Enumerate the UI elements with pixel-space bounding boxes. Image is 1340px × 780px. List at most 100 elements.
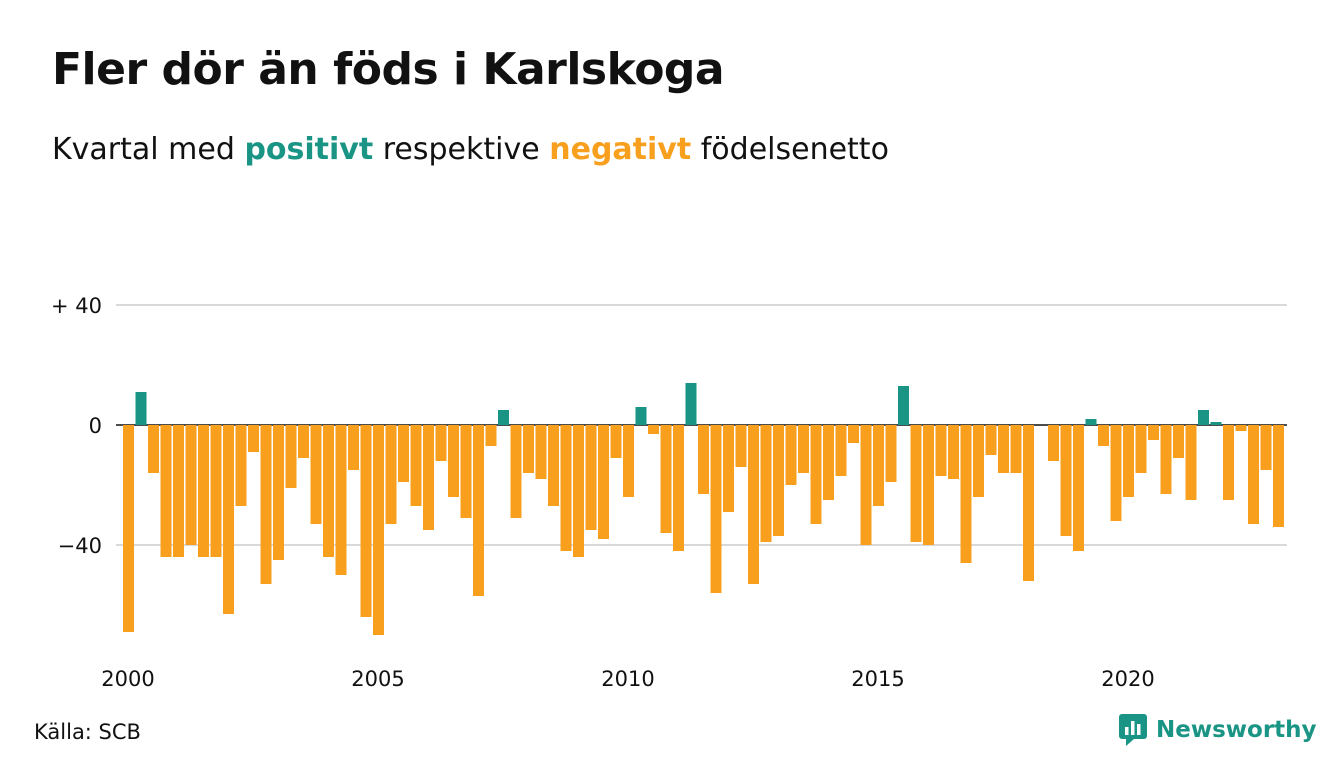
bar-2023K1: [1273, 425, 1284, 527]
bar-2017K4: [1010, 425, 1022, 473]
x-axis-tick-labels: 2000 2005 2010 2015 2020: [101, 667, 1154, 691]
bar-2002K3: [248, 425, 259, 452]
chart-title: Fler dör än föds i Karlskoga: [52, 44, 725, 95]
x-tick-label: 2005: [351, 667, 404, 691]
bar-2017K3: [998, 425, 1009, 473]
bar-2016K1: [923, 425, 934, 545]
bar-2010K1: [623, 425, 634, 497]
y-tick-label: + 40: [51, 294, 102, 318]
bar-2001K3: [198, 425, 209, 557]
subtitle-suffix: födelsenetto: [700, 132, 889, 167]
bar-2011K4: [710, 425, 722, 593]
bar-2009K4: [610, 425, 622, 458]
x-tick-label: 2000: [101, 667, 154, 691]
bar-2004K1: [323, 425, 334, 557]
bar-2018K4: [1060, 425, 1072, 536]
bar-2014K3: [848, 425, 859, 443]
bar-2012K4: [760, 425, 772, 542]
bar-2022K1: [1223, 425, 1234, 500]
bar-2010K2: [635, 407, 647, 425]
bar-2011K1: [673, 425, 684, 551]
bar-2001K4: [210, 425, 222, 557]
bar-2007K3: [498, 410, 509, 425]
bar-2005K4: [410, 425, 422, 506]
bar-2013K1: [773, 425, 784, 536]
bar-2012K1: [723, 425, 734, 512]
bar-2017K2: [985, 425, 997, 455]
bar-2013K2: [785, 425, 797, 485]
bar-2002K4: [260, 425, 272, 584]
subtitle-prefix: Kvartal med: [52, 132, 235, 167]
bar-2005K3: [398, 425, 409, 482]
bar-2000K3: [148, 425, 159, 473]
bar-2019K4: [1110, 425, 1122, 521]
bar-2001K2: [185, 425, 197, 545]
bar-2008K1: [523, 425, 534, 473]
bar-2019K3: [1098, 425, 1109, 446]
bar-2006K4: [460, 425, 472, 518]
bar-2004K3: [348, 425, 359, 470]
bar-2004K4: [360, 425, 372, 617]
bar-2022K3: [1248, 425, 1259, 524]
bar-2014K1: [823, 425, 834, 500]
y-axis-tick-labels: + 40 0 −40: [51, 294, 102, 558]
x-tick-label: 2020: [1101, 667, 1154, 691]
bar-2016K4: [960, 425, 972, 563]
bar-2007K1: [473, 425, 484, 596]
y-tick-label: −40: [58, 534, 102, 558]
bar-2008K3: [548, 425, 559, 506]
source-note: Källa: SCB: [34, 720, 141, 744]
bar-2021K3: [1198, 410, 1209, 425]
bar-2015K4: [910, 425, 922, 542]
bar-2010K3: [648, 425, 659, 434]
bar-2007K2: [485, 425, 497, 446]
bar-2003K1: [273, 425, 284, 560]
bars: [123, 383, 1284, 635]
bar-2006K1: [423, 425, 434, 530]
bar-2000K2: [135, 392, 147, 425]
bar-2002K2: [235, 425, 247, 506]
bar-2005K1: [373, 425, 384, 635]
bar-2003K2: [285, 425, 297, 488]
bar-2020K3: [1148, 425, 1159, 440]
bar-2004K2: [335, 425, 347, 575]
bar-2000K1: [123, 425, 134, 632]
bar-2011K2: [685, 383, 697, 425]
bar-2014K4: [860, 425, 872, 545]
bar-2022K2: [1235, 425, 1247, 431]
bar-2018K1: [1023, 425, 1034, 581]
chart-subtitle: Kvartal med positivt respektive negativt…: [52, 132, 889, 167]
bar-2010K4: [660, 425, 672, 533]
bar-2007K4: [510, 425, 522, 518]
bar-2005K2: [385, 425, 397, 524]
bar-2019K1: [1073, 425, 1084, 551]
bar-2022K4: [1260, 425, 1272, 470]
subtitle-positive-word: positivt: [244, 132, 374, 167]
bar-2001K1: [173, 425, 184, 557]
bar-2000K4: [160, 425, 172, 557]
bar-2015K2: [885, 425, 897, 482]
bar-2015K3: [898, 386, 909, 425]
bar-2020K2: [1135, 425, 1147, 473]
bar-2009K1: [573, 425, 584, 557]
bar-2012K3: [748, 425, 759, 584]
bar-2014K2: [835, 425, 847, 476]
subtitle-middle: respektive: [382, 132, 540, 167]
bar-2018K3: [1048, 425, 1059, 461]
bar-2009K2: [585, 425, 597, 530]
bar-2021K1: [1173, 425, 1184, 458]
bar-2009K3: [598, 425, 609, 539]
bar-2013K3: [798, 425, 809, 473]
bar-2021K2: [1185, 425, 1197, 500]
bar-2003K3: [298, 425, 309, 458]
bar-2006K2: [435, 425, 447, 461]
y-tick-label: 0: [89, 414, 102, 438]
bar-2003K4: [310, 425, 322, 524]
bar-2012K2: [735, 425, 747, 467]
brand-name: Newsworthy: [1156, 717, 1317, 743]
newsworthy-logo-icon: [1119, 714, 1147, 746]
bar-2016K2: [935, 425, 947, 476]
x-tick-label: 2010: [601, 667, 654, 691]
bar-2017K1: [973, 425, 984, 497]
